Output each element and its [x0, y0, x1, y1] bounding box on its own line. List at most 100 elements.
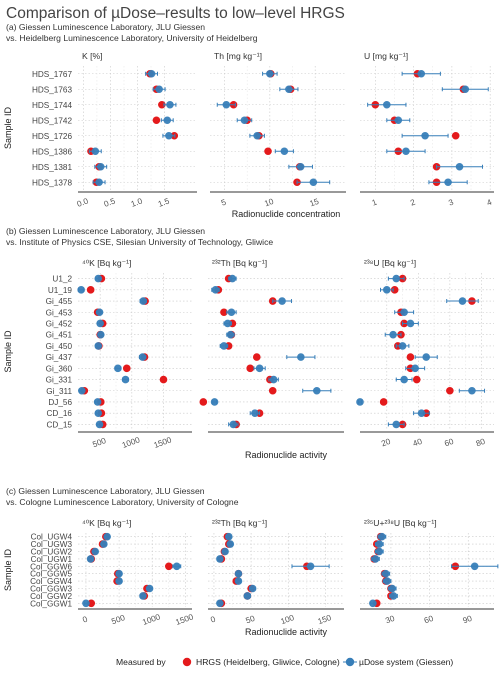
- x-axis-title: Radionuclide activity: [245, 627, 328, 637]
- y-tick-label: Col_GGW4: [30, 577, 72, 586]
- facet-2-1: ²³²Th [Bq kg⁻¹] 0 50 100 150: [208, 518, 344, 626]
- facet-0-2: U [mg kg⁻¹] 1 2 3 4: [360, 51, 494, 208]
- x-tick-label: 0: [81, 614, 89, 624]
- mudose-point: [226, 330, 235, 339]
- y-tick-label: Gi_360: [46, 364, 73, 373]
- facet-label: ²³²Th [Bq kg⁻¹]: [212, 518, 267, 528]
- mudose-point: [78, 386, 86, 395]
- y-tick-label: Col_UGW4: [31, 533, 73, 542]
- mudose-point: [97, 330, 105, 339]
- mudose-point: [422, 353, 431, 361]
- mudose-point: [216, 599, 224, 608]
- mudose-point: [210, 398, 219, 406]
- x-tick-label: 1000: [121, 435, 142, 450]
- y-tick-label: HDS_1742: [32, 116, 73, 125]
- legend-hrgs-label: HRGS (Heidelberg, Gliwice, Cologne): [196, 657, 340, 667]
- legend: Measured by HRGS (Heidelberg, Gliwice, C…: [116, 657, 453, 667]
- mudose-point: [96, 162, 105, 171]
- x-tick-label: 4: [486, 197, 494, 207]
- panel-subtitle: (b) Giessen Luminescence Laboratory, JLU…: [6, 226, 205, 236]
- panel-subtitle: (a) Giessen Luminescence Laboratory, JLU…: [6, 22, 205, 32]
- mudose-point: [468, 386, 476, 395]
- mudose-point: [96, 319, 104, 328]
- y-tick-label: Gi_455: [46, 297, 73, 306]
- x-tick-label: 60: [423, 614, 435, 626]
- mudose-point: [417, 409, 426, 417]
- mudose-point: [227, 308, 236, 317]
- mudose-point: [306, 562, 315, 571]
- legend-item-mudose: µDose system (Giessen): [343, 657, 453, 667]
- x-tick-label: 1000: [141, 612, 162, 627]
- mudose-point: [86, 555, 95, 563]
- x-tick-label: 60: [443, 437, 455, 449]
- mudose-point: [121, 375, 130, 384]
- y-tick-label: Col_GGW2: [30, 592, 72, 601]
- figure-title: Comparison of µDose–results to low–level…: [6, 5, 345, 22]
- legend-item-hrgs: HRGS (Heidelberg, Gliwice, Cologne): [182, 657, 340, 667]
- mudose-point: [95, 178, 103, 187]
- hrgs-point: [87, 599, 96, 608]
- hrgs-point: [220, 308, 228, 317]
- mudose-point: [356, 398, 364, 406]
- x-tick-label: 1.0: [130, 196, 144, 209]
- mudose-point: [77, 286, 85, 294]
- mudose-point: [255, 364, 264, 373]
- mudose-point: [114, 364, 122, 373]
- panel-subtitle: (c) Giessen Luminescence Laboratory, JLU…: [6, 486, 205, 496]
- panels: (a) Giessen Luminescence Laboratory, JLU…: [3, 22, 499, 637]
- mudose-point: [455, 162, 464, 171]
- mudose-point: [93, 398, 102, 406]
- mudose-point: [103, 532, 111, 541]
- hrgs-point: [264, 147, 272, 156]
- facet-label: U [mg kg⁻¹]: [364, 51, 408, 61]
- x-tick-label: 5: [220, 197, 228, 207]
- y-tick-label: HDS_1386: [32, 147, 73, 156]
- x-tick-label: 20: [380, 437, 392, 449]
- mudose-point: [229, 420, 238, 429]
- mudose-point: [139, 592, 147, 600]
- x-tick-label: 3: [447, 197, 455, 207]
- mudose-point: [253, 131, 261, 140]
- x-axis-title: Radionuclide concentration: [232, 209, 341, 219]
- mudose-point: [375, 547, 384, 556]
- mudose-point: [269, 375, 278, 384]
- y-tick-label: HDS_1767: [32, 70, 73, 79]
- y-tick-label: Gi_451: [46, 331, 73, 340]
- mudose-point: [95, 308, 104, 317]
- y-tick-label: HDS_1763: [32, 85, 73, 94]
- mudose-point: [240, 116, 249, 125]
- mudose-point: [223, 319, 232, 328]
- mudose-point: [280, 147, 289, 156]
- y-tick-label: Col_UGW3: [31, 540, 73, 549]
- y-tick-label: Col_UGW1: [31, 555, 73, 564]
- facet-0-0: K [%] 0.0 0.5 1.0 1.5: [76, 51, 197, 209]
- legend-mudose-marker: [345, 657, 355, 667]
- hrgs-point: [152, 116, 161, 125]
- mudose-point: [234, 577, 243, 585]
- facet-label: Th [mg kg⁻¹]: [214, 51, 262, 61]
- mudose-point: [400, 375, 408, 384]
- x-tick-label: 1.5: [157, 196, 171, 209]
- mudose-point: [91, 147, 100, 156]
- mudose-point: [145, 584, 154, 593]
- x-tick-label: 500: [91, 436, 107, 449]
- mudose-point: [383, 100, 391, 109]
- y-tick-label: Col_GGW5: [30, 570, 72, 579]
- y-axis-title: Sample ID: [3, 548, 13, 591]
- mudose-point: [285, 85, 293, 94]
- mudose-point: [166, 100, 174, 109]
- mudose-point: [226, 540, 235, 548]
- facet-2-2: ²³⁵U+²³⁸U [Bq kg⁻¹] 30 60 90: [360, 518, 499, 626]
- x-axis-title: Radionuclide activity: [245, 450, 328, 460]
- facet-label: ⁴⁰K [Bq kg⁻¹]: [82, 518, 131, 528]
- y-tick-label: CD_16: [47, 409, 73, 418]
- hrgs-point: [122, 364, 131, 373]
- mudose-point: [248, 584, 257, 593]
- y-tick-label: Gi_311: [46, 387, 72, 396]
- mudose-point: [400, 308, 408, 317]
- y-tick-label: Gi_452: [46, 319, 73, 328]
- x-tick-label: 100: [279, 613, 295, 626]
- x-tick-label: 1: [371, 197, 379, 207]
- mudose-point: [165, 131, 173, 140]
- mudose-point: [228, 274, 237, 283]
